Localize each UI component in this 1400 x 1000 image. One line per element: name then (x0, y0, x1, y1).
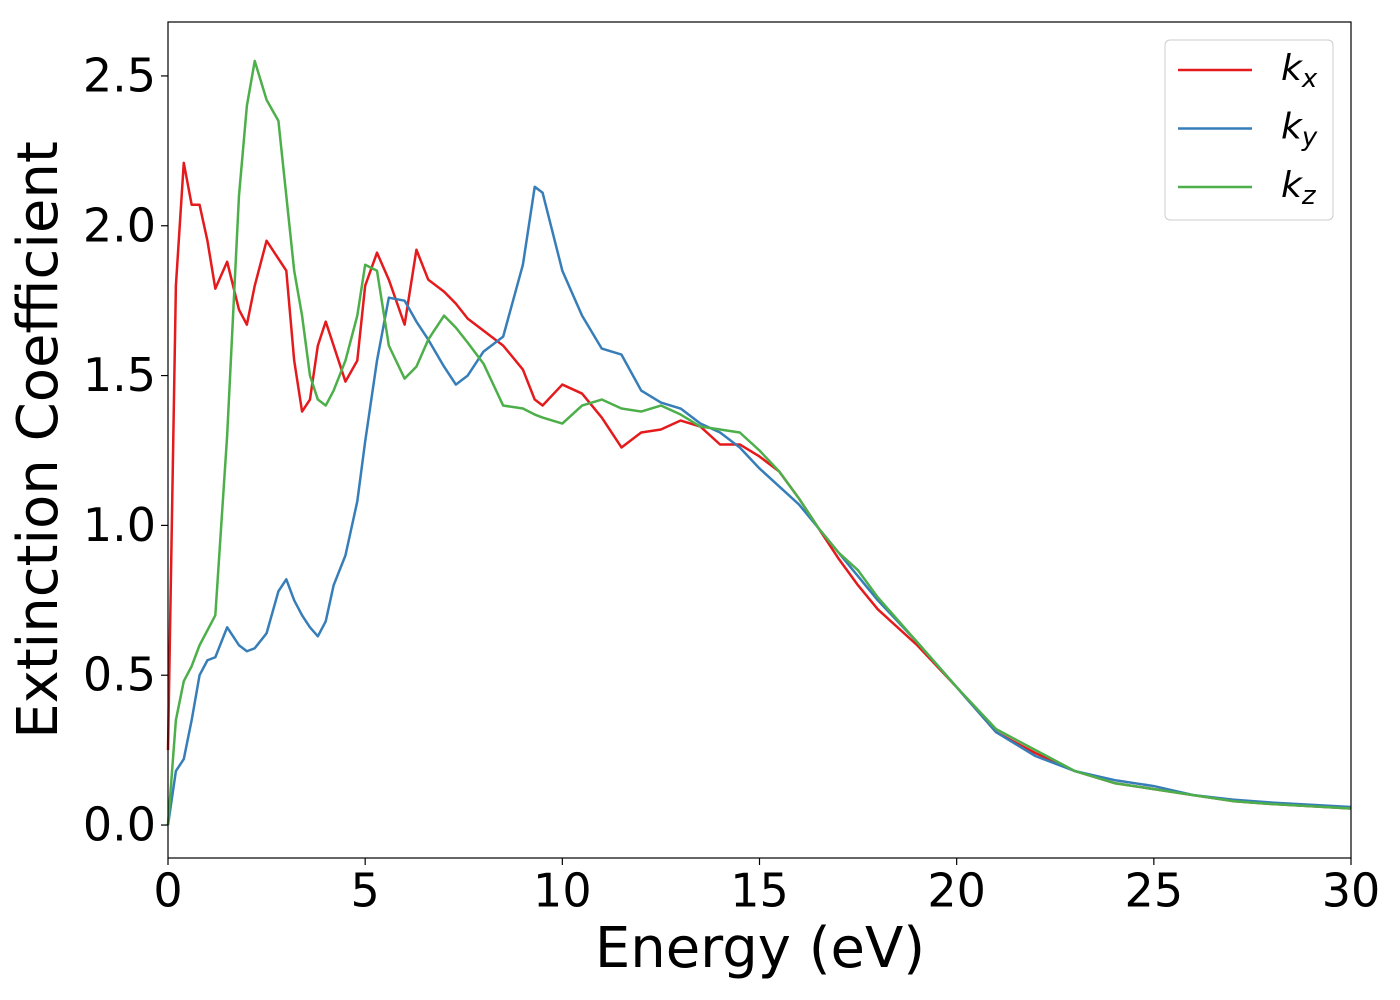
x-tick-label: 25 (1125, 864, 1184, 918)
x-tick-label: 5 (351, 864, 380, 918)
x-tick-label: 20 (927, 864, 986, 918)
legend-box (1164, 39, 1334, 221)
y-tick-label: 2.5 (83, 48, 156, 102)
y-axis-label: Extinction Coefficient (6, 141, 71, 739)
x-tick-label: 10 (533, 864, 592, 918)
y-tick-label: 0.5 (83, 648, 156, 702)
x-tick-label: 30 (1322, 864, 1381, 918)
y-tick-label: 1.5 (83, 348, 156, 402)
y-tick-label: 1.0 (83, 498, 156, 552)
data-line (166, 59, 1352, 826)
x-axis-label: Energy (eV) (595, 916, 925, 981)
legend-label: kx (1281, 48, 1318, 94)
data-line (166, 161, 1352, 810)
y-tick-label: 2.0 (83, 198, 156, 252)
legend-label: kz (1281, 165, 1317, 211)
legend-label: ky (1281, 107, 1318, 153)
x-tick-label: 0 (153, 864, 182, 918)
data-line (166, 185, 1352, 826)
x-tick-label: 15 (730, 864, 789, 918)
y-tick-label: 0.0 (83, 798, 156, 852)
